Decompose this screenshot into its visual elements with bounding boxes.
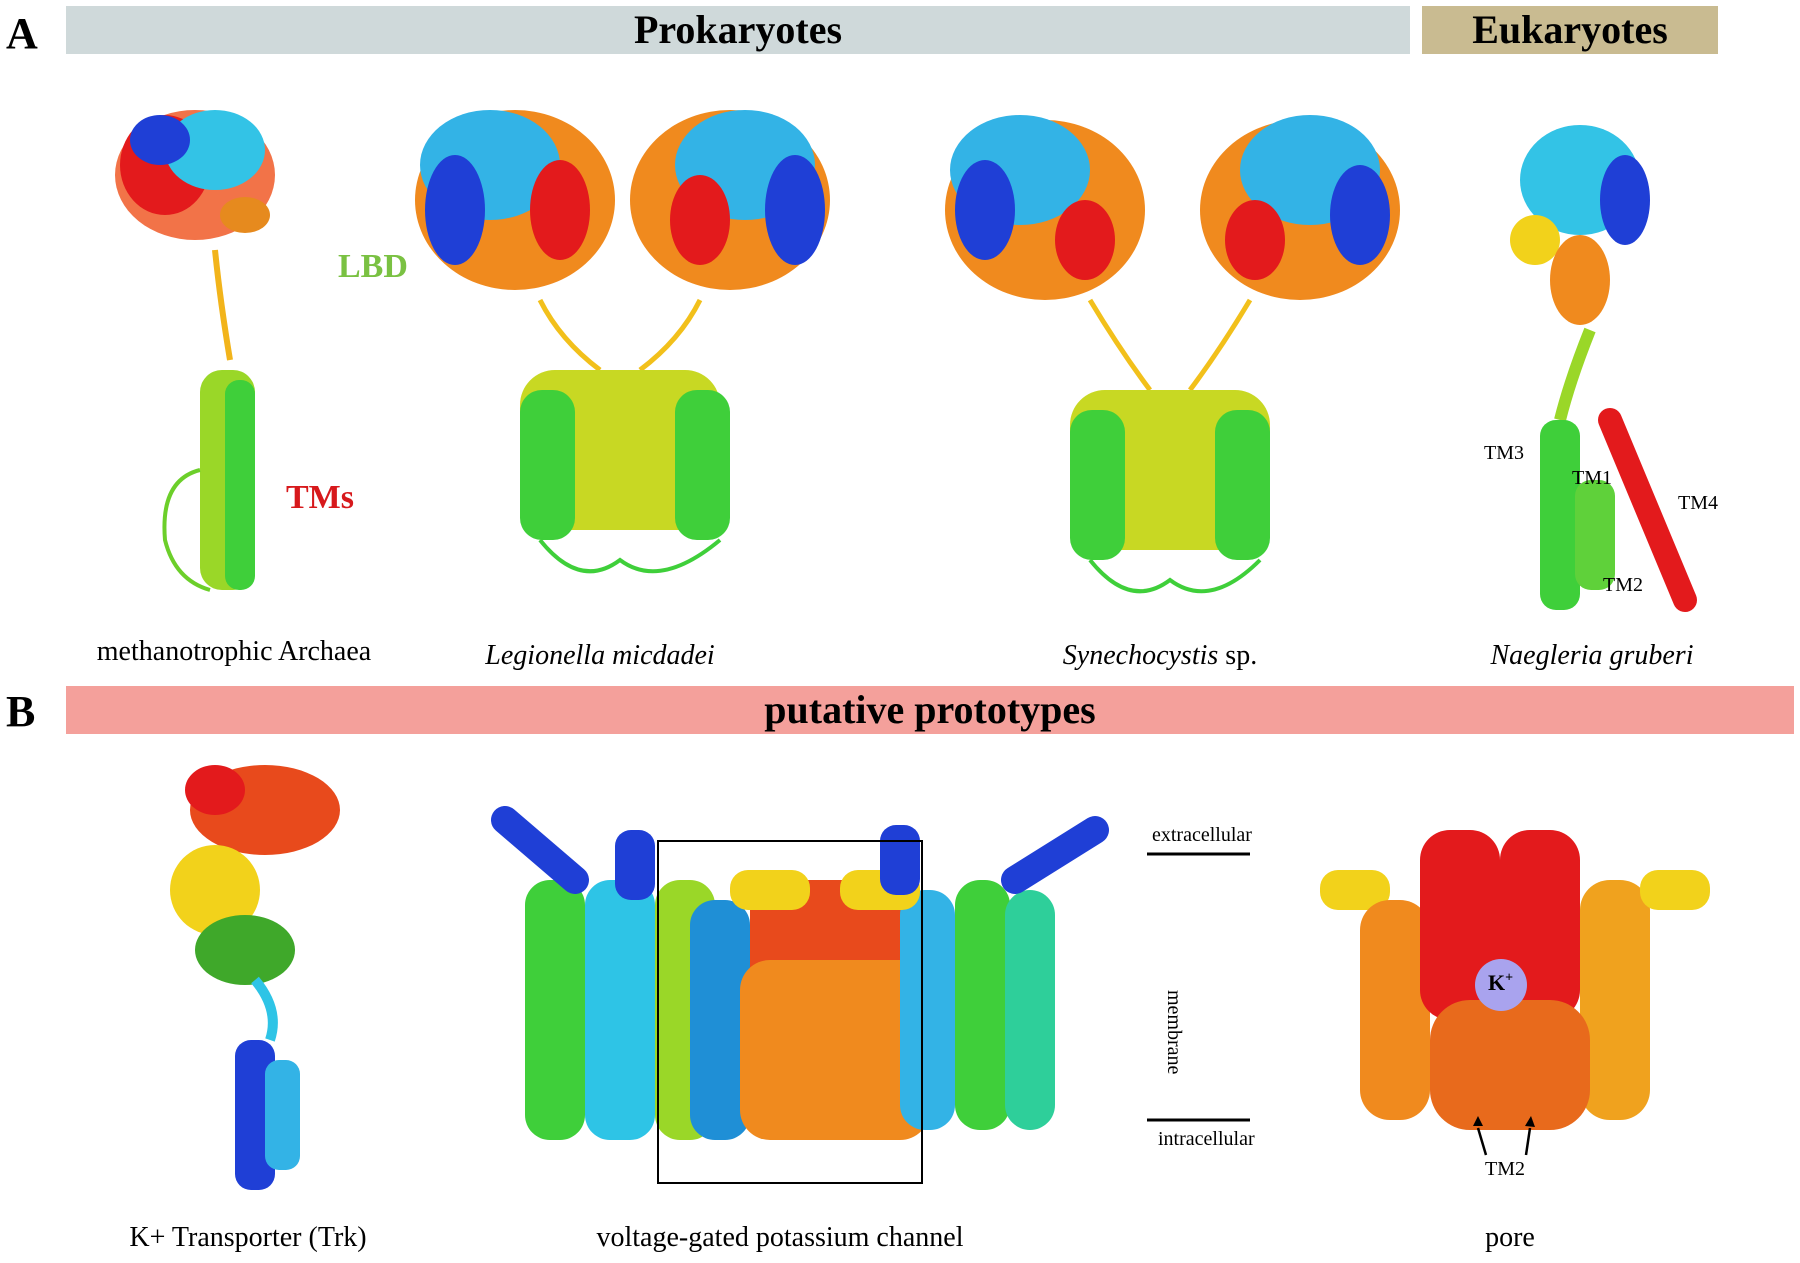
eukaryotes-label: Eukaryotes — [1472, 7, 1668, 52]
prokaryotes-label: Prokaryotes — [633, 7, 843, 52]
caption-synechocystis: Synechocystis sp. — [1040, 640, 1280, 672]
caption-naegleria: Naegleria gruberi — [1462, 640, 1722, 672]
legionella-structure — [415, 110, 830, 574]
naegleria-structure — [1510, 125, 1697, 612]
synechocystis-structure — [945, 115, 1400, 594]
caption-pore: pore — [1485, 1222, 1535, 1253]
prototypes-banner: putative prototypes — [66, 686, 1794, 734]
tm3-label: TM3 — [1484, 442, 1524, 464]
tm1-label: TM1 — [1572, 467, 1612, 489]
panel-a-letter: A — [6, 9, 38, 58]
ion-symbol: K — [1488, 970, 1506, 995]
membrane-label: membrane — [1163, 990, 1185, 1075]
caption-synechocystis-italic: Synechocystis — [1062, 640, 1219, 671]
pore-structure — [1320, 830, 1710, 1156]
caption-trk: K+ Transporter (Trk) — [129, 1222, 367, 1253]
lbd-label: LBD — [338, 248, 408, 285]
tm2-label: TM2 — [1603, 574, 1643, 596]
caption-legionella: Legionella micdadei — [450, 640, 750, 672]
pore-tm2-label: TM2 — [1485, 1158, 1525, 1180]
caption-kv: voltage-gated potassium channel — [596, 1222, 964, 1253]
prokaryotes-banner: Prokaryotes — [66, 6, 1410, 54]
archaea-structure — [115, 110, 275, 592]
caption-synechocystis-suffix: sp. — [1218, 640, 1258, 671]
tms-label: TMs — [286, 479, 354, 516]
tm4-label: TM4 — [1678, 492, 1718, 514]
panel-b-letter: B — [6, 687, 36, 736]
prototypes-label: putative prototypes — [764, 687, 1096, 732]
caption-naegleria-text: Naegleria gruberi — [1490, 640, 1694, 671]
caption-archaea: methanotrophic Archaea — [96, 636, 372, 667]
extracellular-label: extracellular — [1152, 824, 1252, 846]
trk-structure — [170, 765, 340, 1190]
kv-structure — [491, 806, 1109, 1184]
ion-label: K+ — [1488, 970, 1513, 996]
caption-legionella-text: Legionella micdadei — [485, 640, 715, 671]
eukaryotes-banner: Eukaryotes — [1422, 6, 1718, 54]
ion-charge: + — [1505, 970, 1514, 986]
intracellular-label: intracellular — [1158, 1128, 1255, 1150]
